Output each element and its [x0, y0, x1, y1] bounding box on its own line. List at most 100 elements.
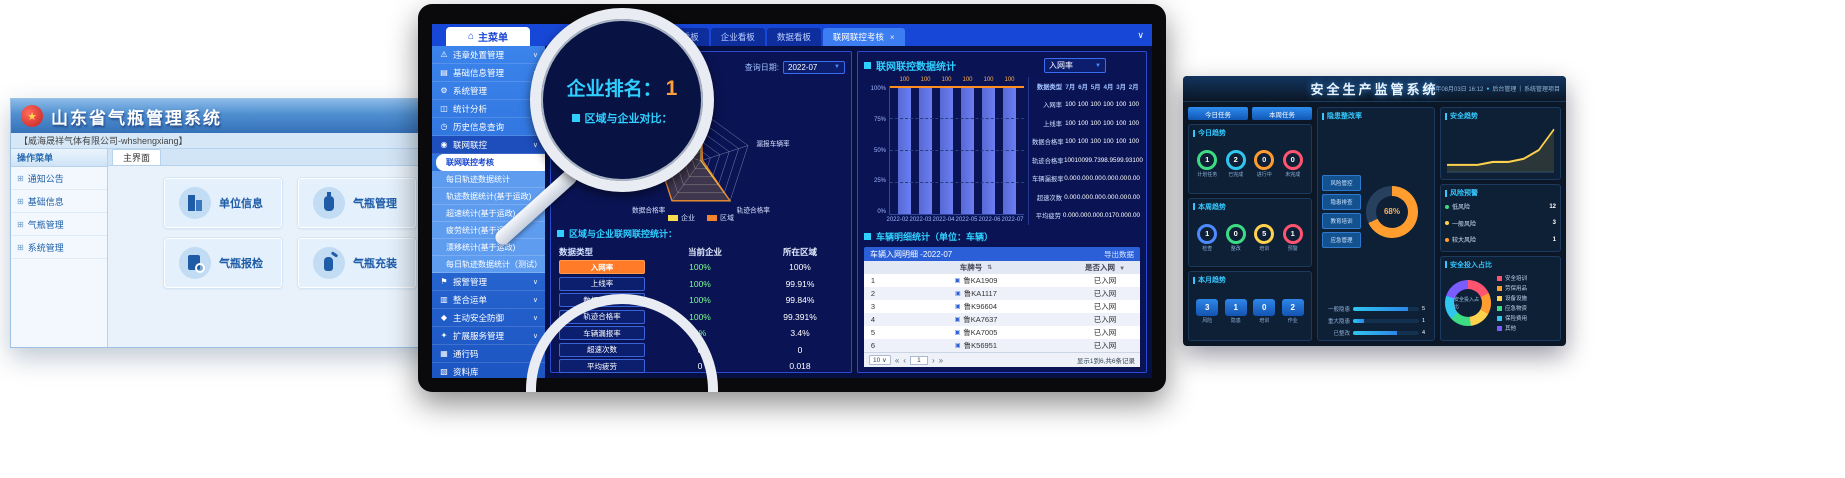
nav-waybill[interactable]: ▥ 整合运单 ∨: [432, 291, 545, 309]
query-date-select[interactable]: 2022-07 ▼: [783, 60, 845, 74]
mini-bar-label: 一般隐患: [1327, 307, 1350, 313]
module-button[interactable]: 隐患排查: [1322, 194, 1361, 210]
tab-1[interactable]: 企业看板: [710, 28, 765, 46]
x-tick-label: 2022-05: [955, 217, 978, 223]
column-header-status[interactable]: 是否入网 ▼: [1084, 263, 1126, 272]
last-page-icon[interactable]: »: [938, 355, 944, 365]
datetime: 2022年08月03日 16:12: [1421, 87, 1484, 93]
nav-network[interactable]: ◉ 联网联控 ∨: [432, 136, 545, 154]
expand-icon[interactable]: ⊞: [17, 173, 24, 183]
first-page-icon[interactable]: «: [894, 355, 900, 365]
subnav-item[interactable]: 轨迹数据统计(基于运政): [432, 188, 545, 205]
legend-item: 企业: [668, 214, 695, 222]
nav-base-info[interactable]: ▤基础信息管理∨: [432, 64, 545, 82]
nav-violation[interactable]: ⚠ 违章处置管理 ∨: [432, 46, 545, 64]
donut-hole: 68%: [1376, 195, 1408, 228]
card-building[interactable]: 单位信息: [163, 177, 283, 229]
expand-icon[interactable]: ⊞: [17, 219, 24, 229]
page-input[interactable]: 1: [909, 355, 928, 365]
table-row[interactable]: 1 ▣ 鲁KA1909 已入网: [864, 274, 1140, 287]
nav-system[interactable]: ⚙ 系统管理: [432, 82, 545, 100]
nav-defense[interactable]: ◆ 主动安全防御 ∨: [432, 309, 545, 327]
card-inspect[interactable]: 气瓶报检: [163, 237, 283, 289]
legend-label: 保险费用: [1505, 316, 1528, 323]
sidebar-item-3[interactable]: ⊞ 系统管理: [11, 236, 107, 259]
risk-label: 一般风险: [1452, 221, 1477, 228]
metric-select[interactable]: 入网率 ▼: [1044, 58, 1106, 73]
page-size-select[interactable]: 10 ∨: [869, 355, 891, 365]
module-button[interactable]: 风险管控: [1322, 175, 1361, 191]
tab-2[interactable]: 数据看板: [766, 28, 821, 46]
nav-pass-code[interactable]: ▦ 通行码 ∨: [432, 345, 545, 363]
export-button[interactable]: 导出数据: [1104, 249, 1134, 259]
network-status: 已入网: [1093, 315, 1117, 324]
quick-button[interactable]: 今日任务: [1188, 107, 1248, 120]
main-menu-tab[interactable]: ⌂ 主菜单: [446, 27, 530, 46]
tab-main-view[interactable]: 主界面: [112, 149, 162, 165]
vehicle-icon: ▣: [955, 291, 961, 297]
nav-history[interactable]: ◷历史信息查询∨: [432, 118, 545, 136]
ring-value: 1: [1197, 149, 1218, 170]
nav-analysis[interactable]: ◫统计分析∨: [432, 100, 545, 118]
sidebar-item-0[interactable]: ⊞ 通知公告: [11, 167, 107, 190]
extend-icon: ✦: [440, 331, 448, 340]
risk-value: 1: [1552, 236, 1556, 243]
tile-value[interactable]: 3: [1196, 298, 1219, 316]
net-stats-header: 联网联控数据统计 入网率 ▼: [864, 58, 1140, 73]
subnav-item[interactable]: 漂移统计(基于运政): [432, 239, 545, 256]
nav-label: 扩展服务管理: [453, 330, 505, 341]
user-label[interactable]: 后台管理: [1492, 87, 1517, 93]
company-bar: 【威海晟祥气体有限公司-whshengxiang】: [11, 133, 453, 149]
net-stats-title: 联网联控数据统计: [864, 58, 956, 73]
metric-button[interactable]: 入网率: [559, 260, 645, 275]
column-header-plate[interactable]: 车牌号 ⇅: [882, 262, 1070, 273]
sidebar-item-1[interactable]: ⊞ 基础信息: [11, 190, 107, 213]
table-row[interactable]: 3 ▣ 鲁K96604 已入网: [864, 300, 1140, 313]
module-button[interactable]: 应急管理: [1322, 232, 1361, 248]
cell-value: 0.00: [1127, 212, 1140, 220]
next-page-icon[interactable]: ›: [931, 355, 935, 365]
tabbar-caret-icon[interactable]: ∨: [1137, 29, 1144, 40]
vehicle-icon: ▣: [954, 278, 961, 284]
nav-alarm[interactable]: ⚑ 报警管理 ∨: [432, 273, 545, 291]
vehicle-icon: ▣: [954, 330, 961, 336]
subnav-item[interactable]: 每日轨迹数据统计: [432, 171, 545, 188]
close-tab-icon[interactable]: ×: [889, 32, 895, 42]
monthly-row: 入网率 100 100 100 100 100 100: [1032, 96, 1140, 115]
metric-button[interactable]: 上线率: [559, 276, 645, 291]
expand-icon[interactable]: ⊞: [17, 242, 24, 252]
card-filling[interactable]: 气瓶充装: [297, 237, 417, 289]
gridline: [890, 182, 1024, 183]
table-row[interactable]: 2 ▣ 鲁KA1117 已入网: [864, 287, 1140, 300]
project-label[interactable]: 系统管理项目: [1523, 87, 1560, 93]
prev-page-icon[interactable]: ‹: [903, 355, 906, 365]
subnav-item[interactable]: 联网联控考核: [436, 154, 545, 171]
cylinder-icon: [313, 187, 345, 219]
tile-value[interactable]: 0: [1253, 298, 1276, 316]
card-cylinder[interactable]: 气瓶管理: [297, 177, 417, 229]
table-row[interactable]: 5 ▣ 鲁KA7005 已入网: [864, 326, 1140, 339]
tile-value[interactable]: 2: [1281, 298, 1304, 316]
cell-value: 100: [1074, 156, 1086, 164]
pagination-summary: 显示1到6,共6条记录: [1076, 358, 1135, 365]
sidebar-item-2[interactable]: ⊞ 气瓶管理: [11, 213, 107, 236]
filter-icon[interactable]: ▼: [1119, 266, 1126, 272]
table-row[interactable]: 4 ▣ 鲁KA7637 已入网: [864, 313, 1140, 326]
tab-3[interactable]: 联网联控考核 ×: [822, 28, 905, 46]
subnav-item[interactable]: 每日轨迹数据统计（测试）: [432, 256, 545, 273]
legend-swatch: [1497, 275, 1502, 281]
sort-icon[interactable]: ⇅: [987, 265, 993, 271]
waybill-icon: ▥: [440, 295, 448, 304]
cell-value: 98.95: [1100, 156, 1117, 164]
quick-button[interactable]: 本周任务: [1252, 107, 1312, 120]
quick-buttons: 今日任务 本周任务: [1188, 107, 1312, 120]
nav-extend[interactable]: ✦ 扩展服务管理 ∨: [432, 327, 545, 345]
vehicle-icon: ▣: [954, 343, 961, 349]
table-row[interactable]: 6 ▣ 鲁K56951 已入网: [864, 339, 1140, 352]
module-button[interactable]: 教育培训: [1322, 213, 1361, 229]
network-status: 已入网: [1093, 289, 1117, 298]
region-value: 99.91%: [785, 278, 815, 289]
center-topbar: ⌂ 主菜单 ▣ 车辆列表 ❮ 车辆看板企业看板数据看板联网联控考核× ∨: [432, 24, 1152, 46]
expand-icon[interactable]: ⊞: [17, 196, 24, 206]
tile-value[interactable]: 1: [1224, 298, 1247, 316]
